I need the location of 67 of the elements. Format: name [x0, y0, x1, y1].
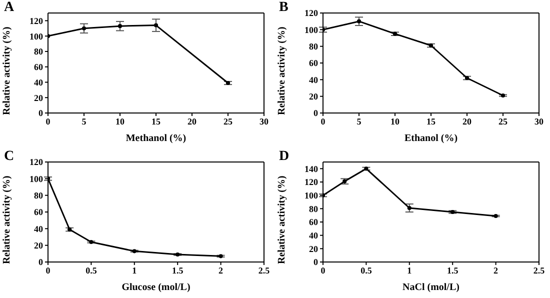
y-tick-label: 60: [309, 217, 318, 228]
y-tick-label: 0: [314, 257, 318, 268]
y-tick-label: 20: [309, 244, 318, 254]
chart-title: B: [279, 0, 288, 16]
y-tick-label: 20: [34, 92, 44, 103]
y-tick-label: 100: [30, 31, 44, 42]
y-tick-label: 120: [30, 16, 44, 26]
y-axis-title: Relative activity (%): [2, 176, 13, 264]
y-tick-label: 140: [304, 164, 318, 174]
y-tick-label: 60: [34, 62, 44, 72]
x-tick-label: 25: [224, 116, 233, 126]
x-tick-label: 2.5: [258, 265, 270, 276]
y-tick-label: 80: [34, 46, 44, 57]
y-tick-label: 100: [304, 24, 318, 35]
x-tick-label: 5: [82, 116, 87, 126]
y-tick-label: 120: [30, 157, 44, 168]
y-tick-label: 20: [309, 92, 318, 102]
x-axis-title: Glucose (mol/L): [122, 282, 190, 293]
y-tick-label: 120: [304, 8, 318, 18]
x-tick-label: 1: [132, 265, 138, 276]
y-axis-title: Relative activity (%): [276, 176, 288, 264]
x-tick-label: 0: [320, 265, 326, 276]
x-tick-label: 10: [116, 116, 125, 126]
x-tick-label: 0.5: [360, 265, 372, 276]
y-tick-label: 40: [34, 77, 44, 88]
x-tick-label: 2: [218, 265, 224, 276]
y-tick-label: 0: [38, 108, 44, 118]
x-tick-label: 25: [498, 116, 508, 126]
y-tick-label: 120: [304, 177, 318, 188]
x-tick-label: 20: [188, 116, 197, 126]
y-axis-title: Relative activity (%): [2, 26, 13, 115]
y-axis-title: Relative activity (%): [276, 26, 288, 115]
y-tick-label: 100: [304, 190, 318, 201]
x-tick-label: 0: [320, 116, 326, 126]
y-tick-label: 80: [309, 42, 318, 52]
x-tick-label: 2: [494, 265, 499, 276]
x-tick-label: 5: [356, 116, 362, 126]
x-axis-title: Ethanol (%): [404, 133, 458, 144]
y-tick-label: 40: [309, 74, 318, 85]
y-tick-label: 60: [34, 207, 44, 218]
y-tick-label: 20: [34, 240, 44, 251]
x-tick-label: 1.5: [446, 265, 459, 276]
y-tick-label: 40: [34, 224, 44, 234]
y-tick-label: 0: [314, 108, 318, 118]
x-tick-label: 30: [260, 116, 269, 126]
x-tick-label: 0: [46, 116, 51, 126]
x-tick-label: 15: [152, 116, 161, 126]
y-tick-label: 40: [309, 230, 318, 241]
x-axis-title: Methanol (%): [126, 133, 186, 144]
chart-title: D: [279, 149, 290, 165]
x-tick-label: 30: [534, 116, 544, 126]
x-tick-label: 0.5: [86, 265, 98, 276]
x-tick-label: 1: [407, 265, 412, 276]
x-tick-label: 1.5: [172, 265, 184, 276]
y-tick-label: 100: [30, 174, 44, 184]
x-tick-label: 10: [390, 116, 400, 126]
x-tick-label: 0: [46, 265, 51, 276]
chart-title: C: [4, 149, 14, 165]
y-tick-label: 60: [309, 58, 318, 68]
chart-title: A: [4, 0, 14, 16]
x-tick-label: 2.5: [533, 265, 546, 276]
x-tick-label: 20: [462, 116, 472, 126]
y-tick-label: 0: [38, 257, 44, 268]
y-tick-label: 80: [34, 190, 44, 201]
y-tick-label: 80: [309, 204, 318, 214]
x-tick-label: 15: [426, 116, 436, 126]
x-axis-title: NaCl (mol/L): [402, 282, 460, 293]
